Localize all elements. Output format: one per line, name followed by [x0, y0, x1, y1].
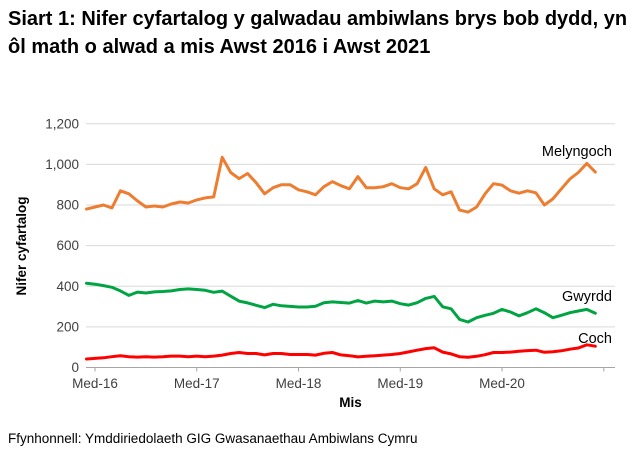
y-tick-label: 600 — [56, 238, 79, 253]
chart-title: Siart 1: Nifer cyfartalog y galwadau amb… — [8, 8, 628, 59]
y-tick-label: 1,200 — [45, 116, 79, 131]
x-tick-label: Med-19 — [377, 376, 423, 391]
x-tick-label: Med-16 — [72, 376, 118, 391]
y-tick-label: 1,000 — [45, 157, 79, 172]
y-axis-title: Nifer cyfartalog — [14, 196, 29, 295]
x-tick-label: Med-18 — [276, 376, 322, 391]
legend-label-coch: Coch — [578, 331, 612, 347]
y-tick-label: 800 — [56, 198, 79, 213]
legend-label-melyngoch: Melyngoch — [542, 144, 612, 160]
y-tick-label: 400 — [56, 279, 79, 294]
legend-label-gwyrdd: Gwyrdd — [562, 289, 612, 305]
x-tick-label: Med-20 — [479, 376, 525, 391]
x-axis-title: Mis — [339, 395, 362, 410]
y-tick-label: 0 — [71, 360, 79, 375]
series-line-gwyrdd — [85, 281, 597, 324]
x-tick-label: Med-17 — [174, 376, 220, 391]
series-line-melyngoch — [85, 155, 597, 214]
source-note: Ffynhonnell: Ymddiriedolaeth GIG Gwasana… — [8, 431, 418, 446]
y-tick-label: 200 — [56, 319, 79, 334]
series-line-coch — [85, 343, 597, 361]
